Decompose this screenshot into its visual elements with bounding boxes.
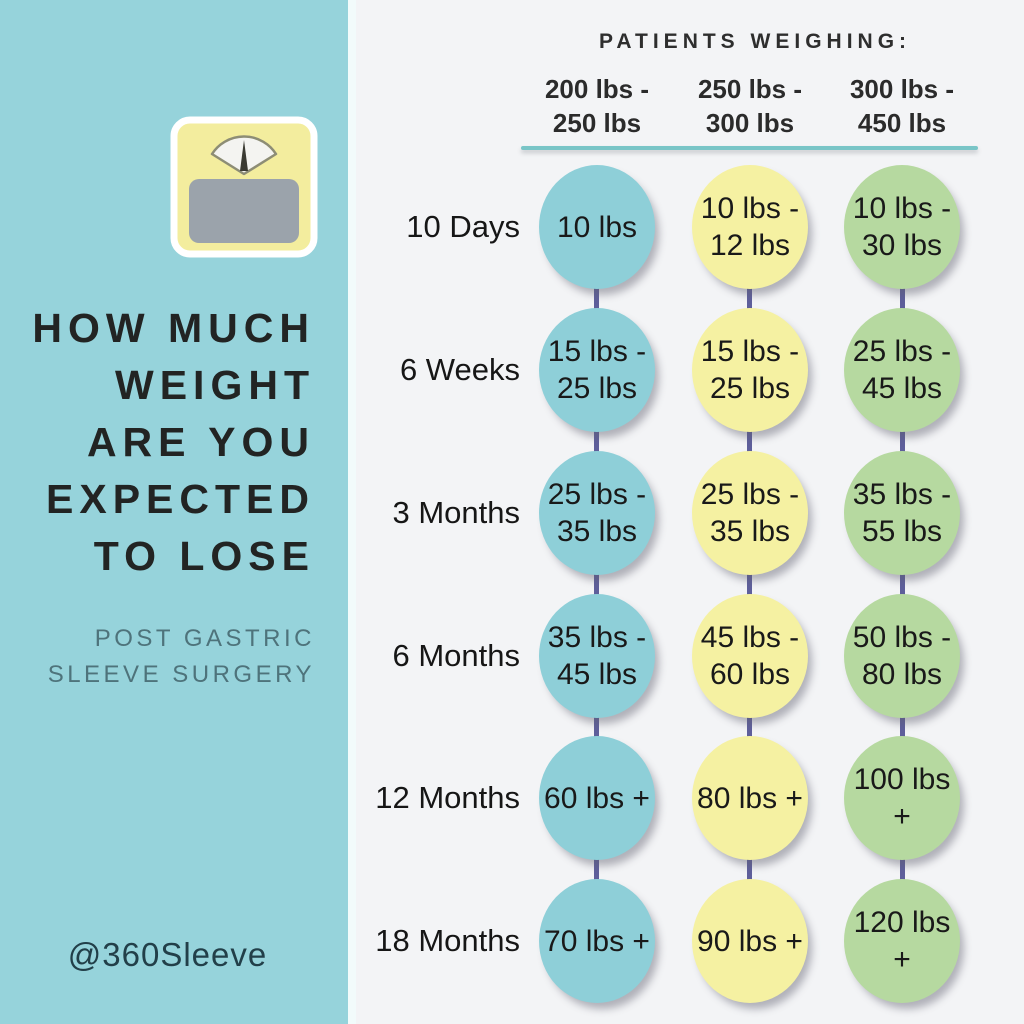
value-line: 45 lbs - (700, 621, 800, 654)
value-circle: 25 lbs - 35 lbs (539, 451, 655, 575)
value-circle: 90 lbs + (692, 879, 808, 1003)
title-line: WEIGHT (115, 362, 315, 408)
row-label-12-months: 12 Months (375, 780, 520, 815)
value-circle: 120 lbs + (844, 879, 960, 1003)
value-circle: 70 lbs + (539, 879, 655, 1003)
value-line: 25 lbs - (547, 478, 647, 511)
value-line: 100 lbs + (853, 763, 951, 833)
column-header-line: 450 lbs (857, 108, 947, 138)
row-label-10-days: 10 Days (406, 209, 520, 244)
title-line: ARE YOU (86, 419, 315, 465)
column-connector-line (900, 227, 905, 941)
value-circle: 25 lbs - 35 lbs (692, 451, 808, 575)
value-line: 12 lbs (709, 229, 791, 262)
value-circle: 35 lbs - 45 lbs (539, 594, 655, 718)
value-line: 35 lbs (556, 515, 638, 548)
row-label-18-months: 18 Months (375, 923, 520, 958)
bathroom-scale-icon (170, 116, 318, 258)
value-line: 15 lbs - (547, 335, 647, 368)
value-line: 80 lbs + (697, 781, 803, 815)
value-circle: 10 lbs - 30 lbs (844, 165, 960, 289)
column-header-line: 250 lbs - (697, 74, 803, 104)
subtitle-line: POST GASTRIC (94, 625, 315, 652)
page-title: HOW MUCH WEIGHT ARE YOU EXPECTED TO LOSE (20, 300, 315, 585)
value-circle: 100 lbs + (844, 736, 960, 860)
value-circle: 45 lbs - 60 lbs (692, 594, 808, 718)
value-line: 120 lbs + (853, 906, 951, 976)
column-connector-line (747, 227, 752, 941)
value-line: 60 lbs + (544, 781, 650, 815)
value-line: 60 lbs (709, 658, 791, 691)
value-circle: 60 lbs + (539, 736, 655, 860)
value-circle: 25 lbs - 45 lbs (844, 308, 960, 432)
value-line: 25 lbs (709, 372, 791, 405)
row-label-6-months: 6 Months (392, 638, 520, 673)
value-line: 25 lbs (556, 372, 638, 405)
page-subtitle: POST GASTRIC SLEEVE SURGERY (20, 621, 315, 693)
value-line: 25 lbs - (852, 335, 952, 368)
value-circle: 10 lbs (539, 165, 655, 289)
value-line: 90 lbs + (697, 924, 803, 958)
value-circle: 10 lbs - 12 lbs (692, 165, 808, 289)
title-line: HOW MUCH (32, 305, 315, 351)
value-line: 45 lbs (861, 372, 943, 405)
value-circle: 15 lbs - 25 lbs (692, 308, 808, 432)
sidebar: HOW MUCH WEIGHT ARE YOU EXPECTED TO LOSE… (0, 0, 348, 1024)
column-header-line: 300 lbs (705, 108, 795, 138)
title-line: EXPECTED (46, 476, 315, 522)
value-line: 15 lbs - (700, 335, 800, 368)
value-line: 35 lbs - (852, 478, 952, 511)
column-header-250-300: 250 lbs - 300 lbs (660, 72, 840, 140)
column-header-200-250: 200 lbs - 250 lbs (507, 72, 687, 140)
value-line: 50 lbs - (852, 621, 952, 654)
value-line: 45 lbs (556, 658, 638, 691)
value-line: 30 lbs (861, 229, 943, 262)
header-underline (521, 146, 978, 150)
subtitle-line: SLEEVE SURGERY (47, 661, 315, 688)
sidebar-divider-strip (348, 0, 356, 1024)
table-group-header: PATIENTS WEIGHING: (598, 30, 912, 53)
row-label-3-months: 3 Months (392, 495, 520, 530)
value-line: 35 lbs (709, 515, 791, 548)
value-circle: 35 lbs - 55 lbs (844, 451, 960, 575)
value-line: 35 lbs - (547, 621, 647, 654)
title-line: TO LOSE (93, 533, 315, 579)
value-circle: 80 lbs + (692, 736, 808, 860)
value-line: 10 lbs (556, 210, 638, 244)
value-circle: 50 lbs - 80 lbs (844, 594, 960, 718)
column-header-line: 250 lbs (552, 108, 642, 138)
value-line: 25 lbs - (700, 478, 800, 511)
column-header-line: 200 lbs - (544, 74, 650, 104)
value-circle: 15 lbs - 25 lbs (539, 308, 655, 432)
column-header-300-450: 300 lbs - 450 lbs (812, 72, 992, 140)
value-line: 55 lbs (861, 515, 943, 548)
value-line: 80 lbs (861, 658, 943, 691)
column-connector-line (594, 227, 599, 941)
row-label-6-weeks: 6 Weeks (399, 352, 520, 387)
value-line: 10 lbs - (852, 192, 952, 225)
value-line: 10 lbs - (700, 192, 800, 225)
social-handle: @360Sleeve (67, 936, 268, 973)
column-header-line: 300 lbs - (849, 74, 955, 104)
value-line: 70 lbs + (544, 924, 650, 958)
